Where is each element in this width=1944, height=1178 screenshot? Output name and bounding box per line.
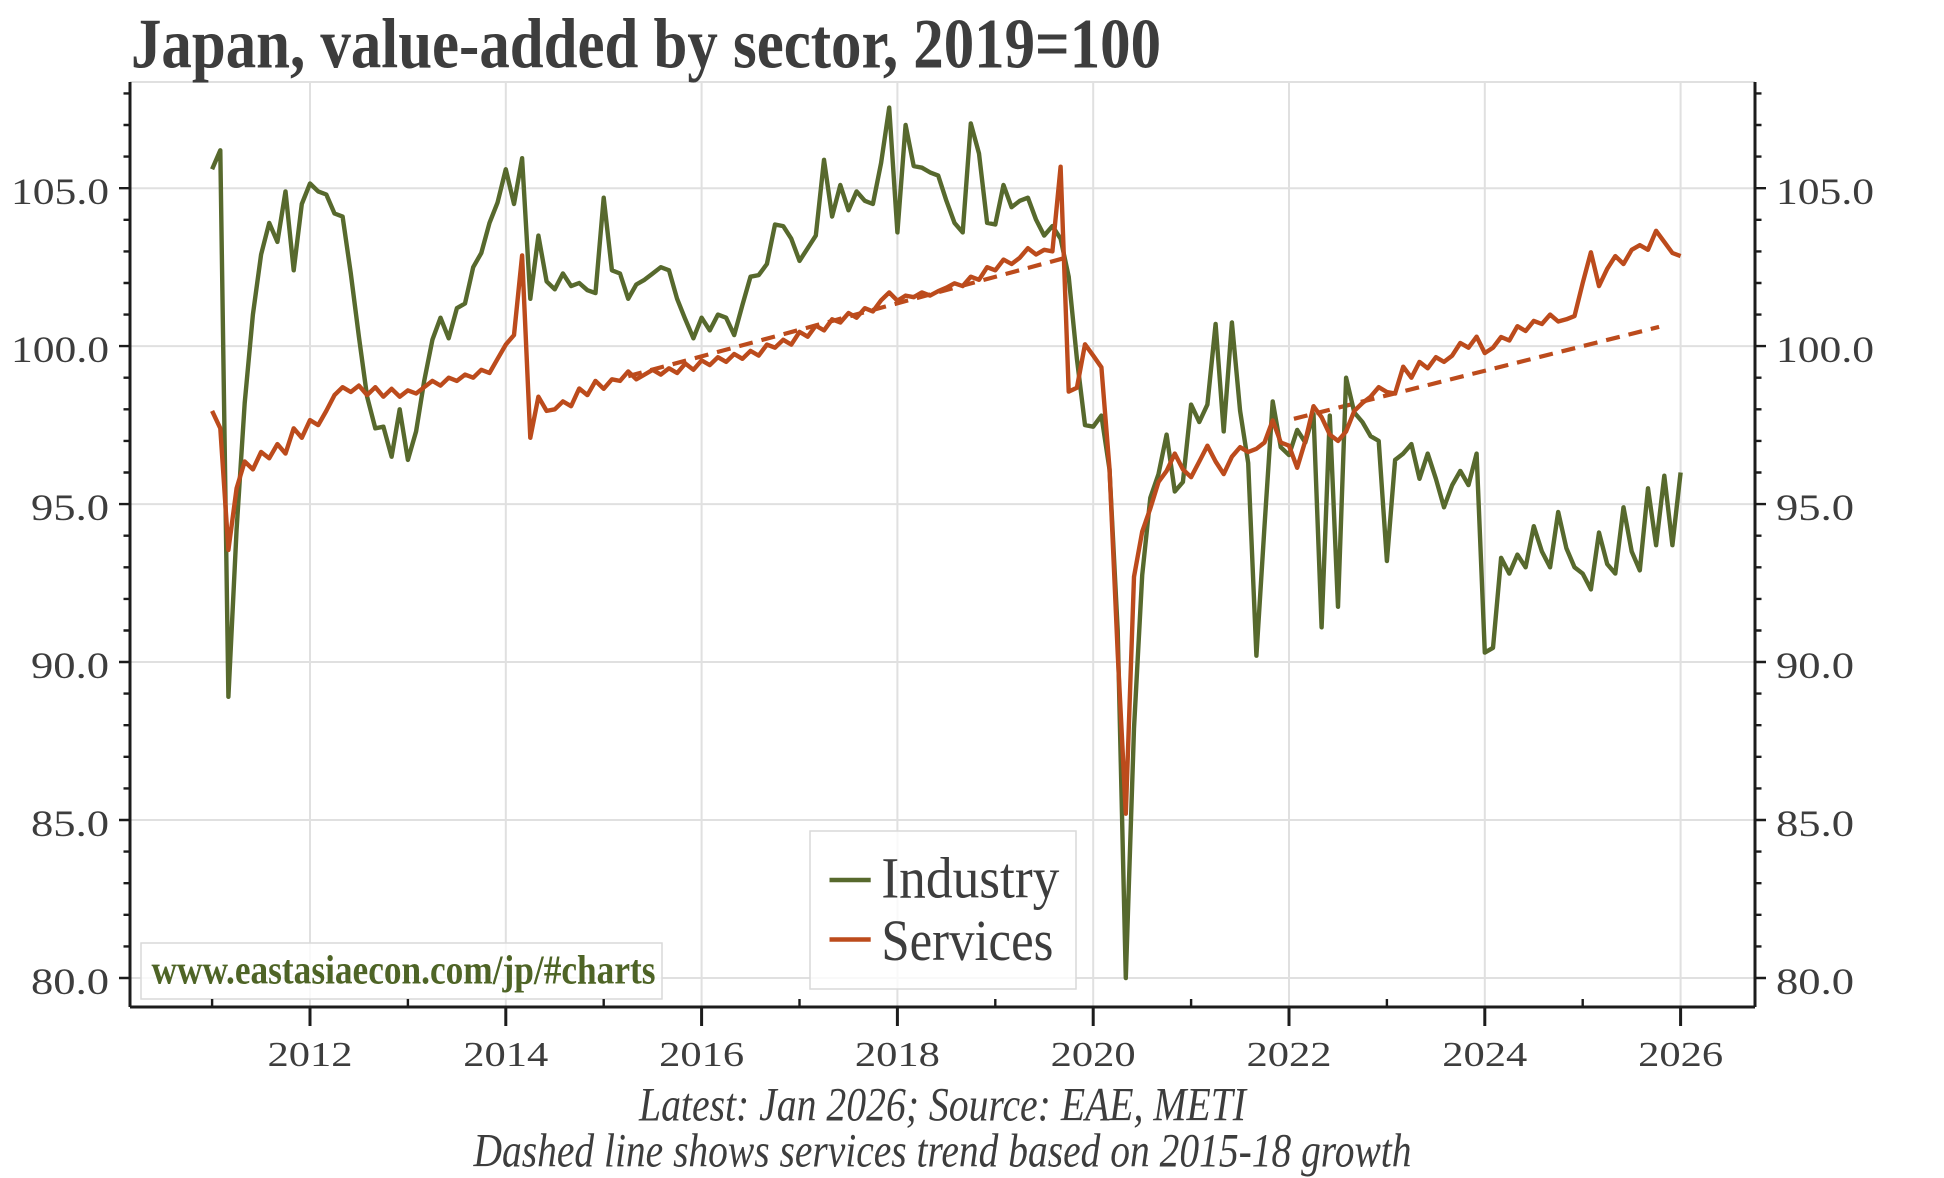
svg-text:Japan, value-added by sector,: Japan, value-added by sector, 2019=100 xyxy=(131,6,1161,84)
svg-text:2016: 2016 xyxy=(659,1035,744,1074)
svg-text:80.0: 80.0 xyxy=(31,962,109,1003)
svg-text:Latest: Jan 2026; Source: EAE,: Latest: Jan 2026; Source: EAE, METI xyxy=(638,1078,1247,1131)
svg-text:Services: Services xyxy=(881,908,1053,973)
svg-text:85.0: 85.0 xyxy=(1776,804,1854,845)
svg-text:95.0: 95.0 xyxy=(1776,488,1854,529)
svg-text:2022: 2022 xyxy=(1247,1035,1332,1074)
svg-text:105.0: 105.0 xyxy=(1776,172,1874,213)
svg-text:2024: 2024 xyxy=(1442,1035,1527,1074)
svg-text:80.0: 80.0 xyxy=(1776,962,1854,1003)
svg-text:85.0: 85.0 xyxy=(31,804,109,845)
svg-text:95.0: 95.0 xyxy=(31,488,109,529)
svg-text:105.0: 105.0 xyxy=(11,172,109,213)
svg-text:90.0: 90.0 xyxy=(31,646,109,687)
svg-text:2018: 2018 xyxy=(855,1035,940,1074)
svg-text:www.eastasiaecon.com/jp/#chart: www.eastasiaecon.com/jp/#charts xyxy=(152,946,656,992)
svg-text:Dashed line shows services tre: Dashed line shows services trend based o… xyxy=(473,1124,1412,1177)
svg-text:2012: 2012 xyxy=(268,1035,353,1074)
svg-text:2014: 2014 xyxy=(463,1035,548,1074)
svg-text:100.0: 100.0 xyxy=(11,330,109,371)
svg-text:2020: 2020 xyxy=(1051,1035,1136,1074)
svg-text:90.0: 90.0 xyxy=(1776,646,1854,687)
svg-text:100.0: 100.0 xyxy=(1776,330,1874,371)
svg-text:Industry: Industry xyxy=(881,845,1059,910)
svg-text:2026: 2026 xyxy=(1638,1035,1723,1074)
